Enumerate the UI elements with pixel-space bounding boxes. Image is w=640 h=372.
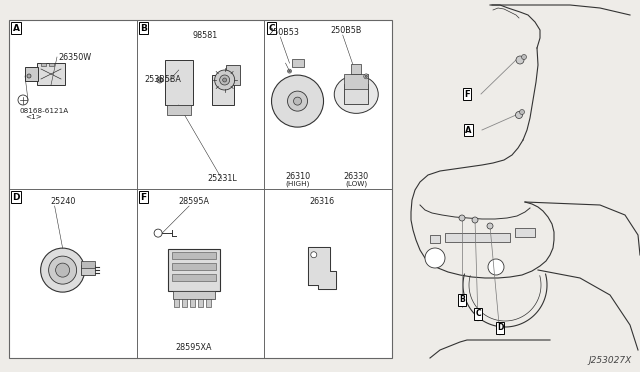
Text: <1>: <1> [25,114,42,120]
Polygon shape [515,228,535,237]
Bar [9,20,392,358]
Text: A: A [13,23,19,32]
Bar [212,75,234,105]
Bar [81,261,95,268]
Bar [164,60,193,105]
Bar [344,84,368,105]
Text: 253B5BA: 253B5BA [145,75,182,84]
Circle shape [214,70,235,90]
Bar [41,63,46,66]
Circle shape [49,256,77,284]
Circle shape [364,74,369,79]
Text: 28595A: 28595A [179,197,210,206]
Text: J253027X: J253027X [589,356,632,365]
Bar [190,299,195,307]
Ellipse shape [334,76,378,113]
Text: 28595XA: 28595XA [176,343,212,352]
Bar [37,63,65,85]
Bar [172,263,216,270]
Text: B: B [459,295,465,305]
Text: A: A [465,125,471,135]
Circle shape [157,77,163,83]
Text: 26310: 26310 [285,172,310,181]
Bar [172,274,216,281]
Text: (HIGH): (HIGH) [285,180,310,186]
Bar [81,265,95,275]
Circle shape [425,248,445,268]
Circle shape [365,76,367,77]
Text: F: F [141,192,147,202]
Bar [198,299,203,307]
Bar [226,65,239,85]
Bar [206,299,211,307]
Text: 25231L: 25231L [207,174,237,183]
Circle shape [311,252,317,258]
Circle shape [488,259,504,275]
Circle shape [159,79,161,81]
Circle shape [40,248,84,292]
Circle shape [472,217,478,223]
Circle shape [56,263,70,277]
Bar [173,291,215,299]
Text: 25240: 25240 [51,197,76,206]
Bar [351,64,361,74]
Text: C: C [268,23,275,32]
Circle shape [522,55,527,60]
Bar [174,299,179,307]
Polygon shape [308,247,336,289]
Bar [344,74,368,89]
Circle shape [287,69,292,73]
Circle shape [520,109,525,115]
Bar [182,299,187,307]
Text: 98581: 98581 [193,31,218,40]
Circle shape [294,97,301,105]
Text: 08168-6121A: 08168-6121A [20,108,69,114]
Bar [49,63,54,66]
Text: F: F [464,90,470,99]
Circle shape [515,112,522,119]
Polygon shape [430,235,440,243]
Circle shape [220,75,230,85]
Circle shape [516,56,524,64]
Text: 26316: 26316 [309,197,334,206]
Bar [168,249,220,291]
Text: 250B53: 250B53 [268,28,300,37]
Text: 26330: 26330 [344,172,369,181]
Circle shape [487,223,493,229]
Bar [167,105,191,115]
Text: D: D [497,324,503,333]
Bar [172,252,216,259]
Text: C: C [475,310,481,318]
Bar [25,67,38,81]
Circle shape [459,215,465,221]
Bar [292,59,303,67]
Circle shape [287,91,308,111]
Circle shape [27,74,31,78]
Circle shape [271,75,324,127]
Circle shape [223,78,227,82]
Text: D: D [12,192,20,202]
Text: B: B [140,23,147,32]
Polygon shape [445,233,510,242]
Text: 26350W: 26350W [58,52,91,61]
Text: (LOW): (LOW) [345,180,367,186]
Circle shape [289,70,291,72]
Text: 250B5B: 250B5B [331,26,362,35]
